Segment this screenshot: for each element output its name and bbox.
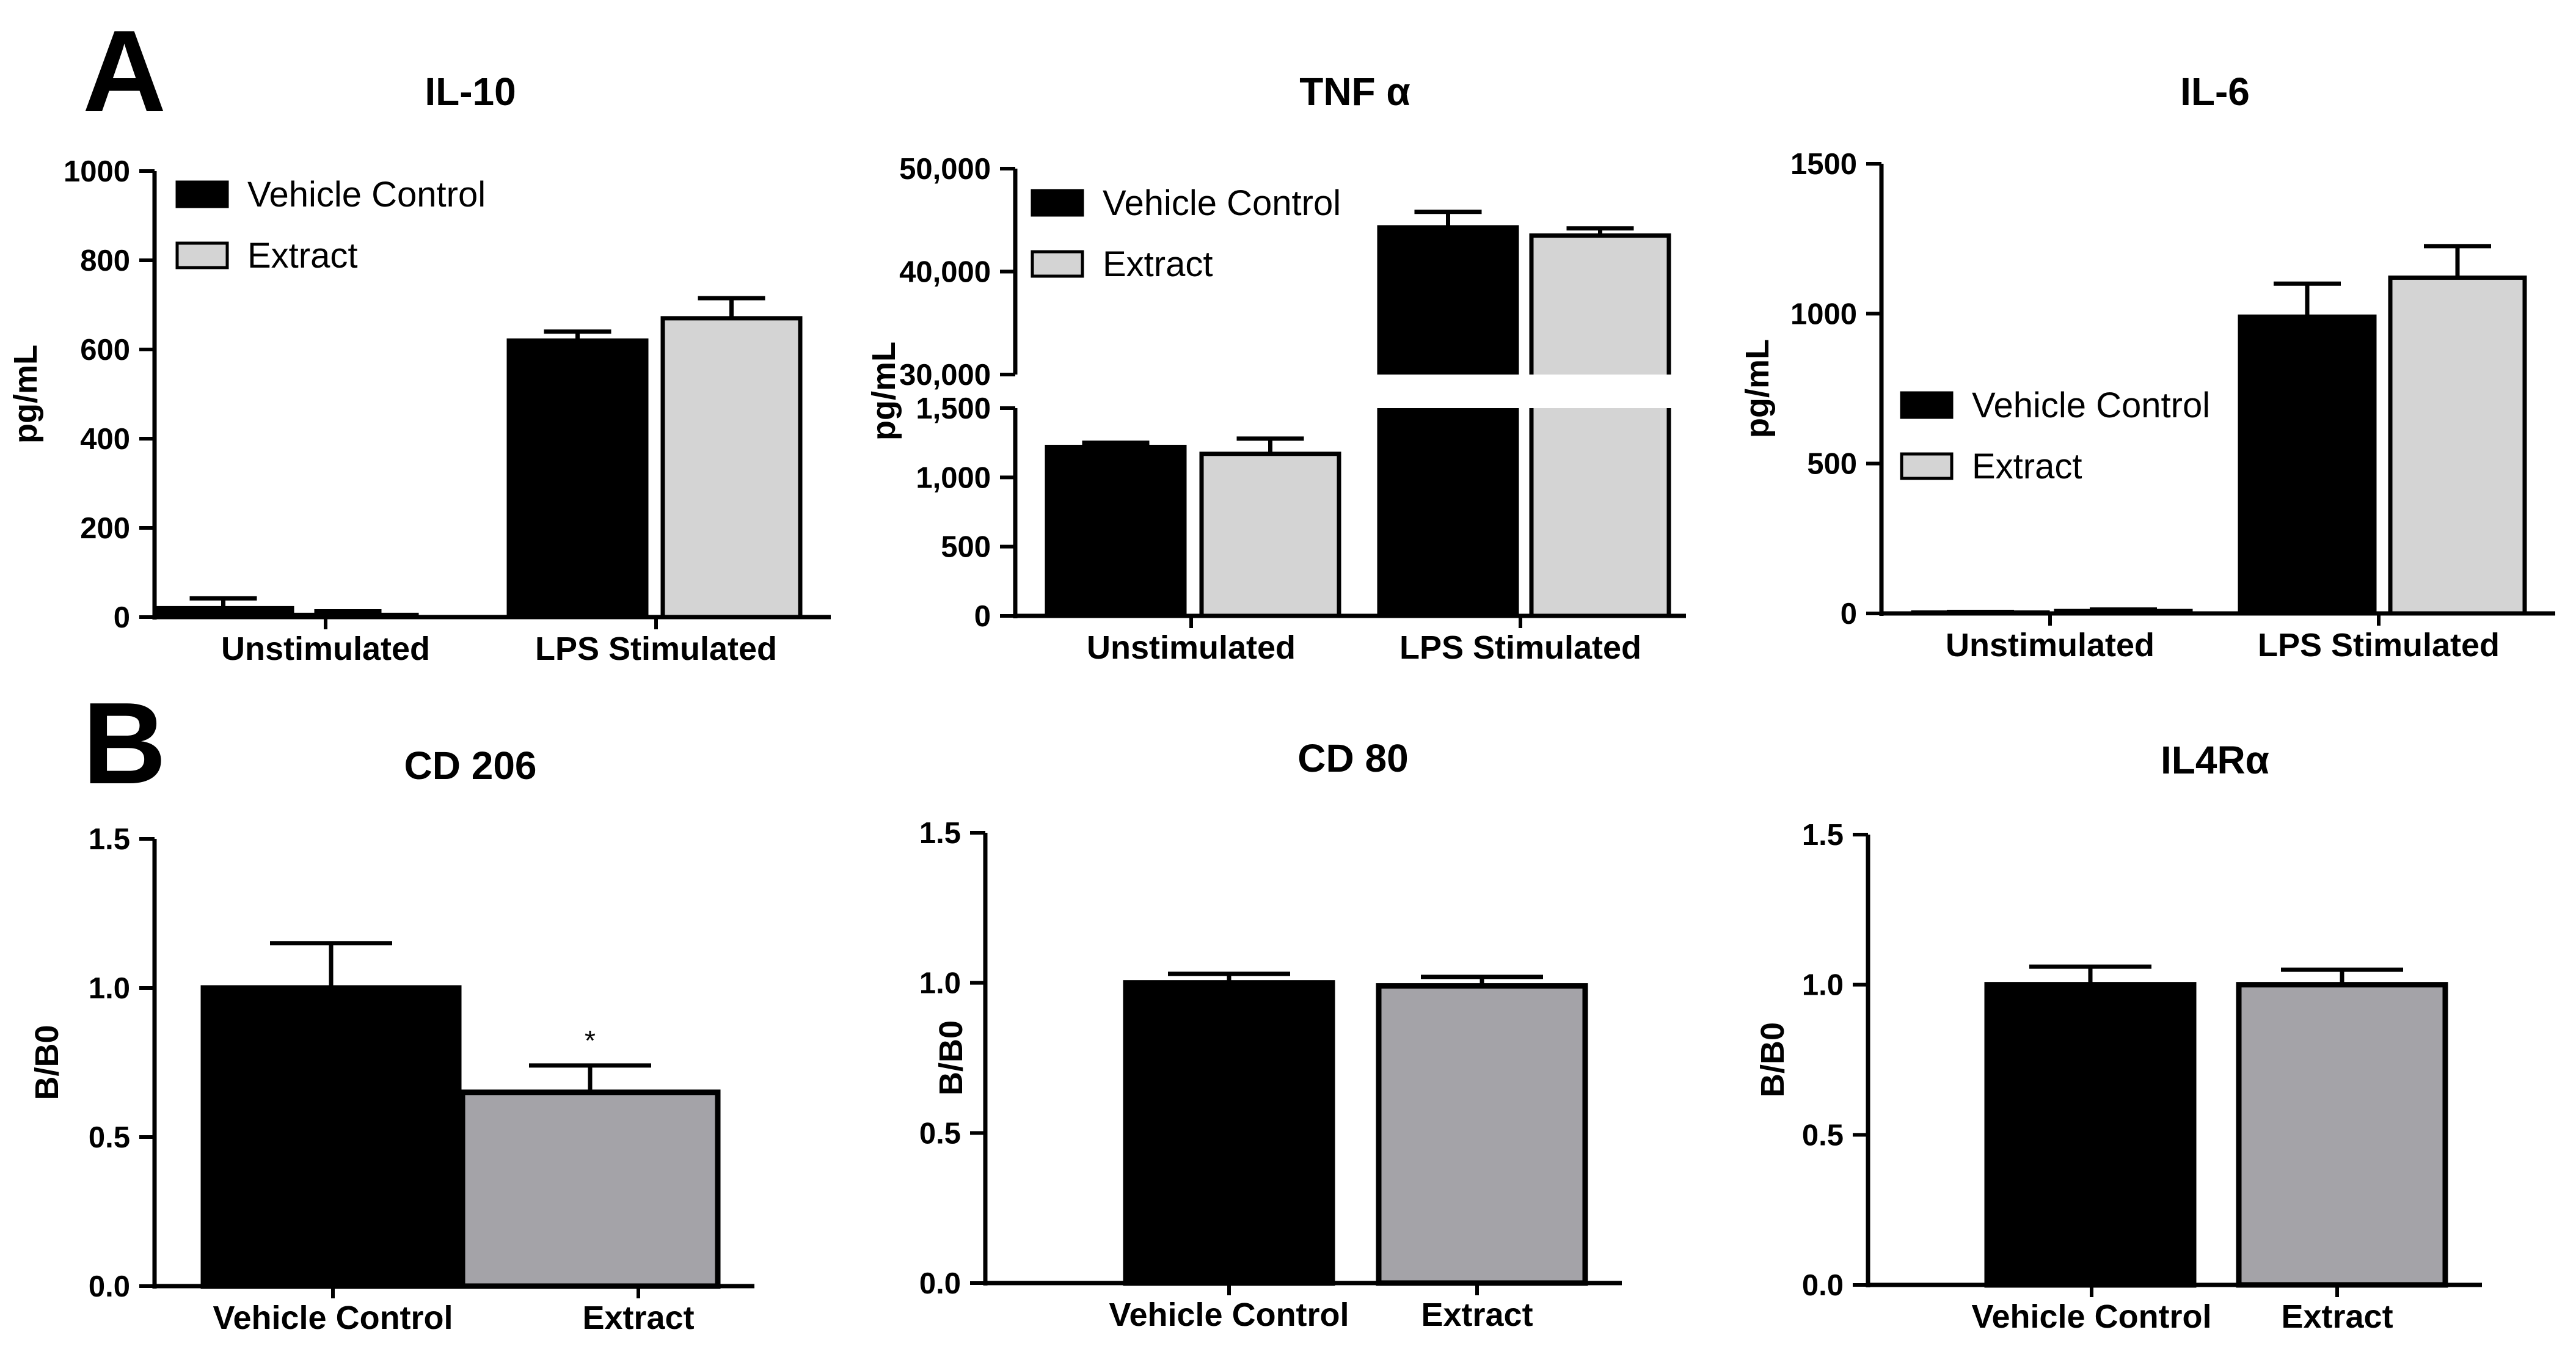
chart-title: TNF α: [1299, 70, 1410, 114]
chart-title: CD 80: [1297, 736, 1408, 780]
chart-cd206: CD 206 B/B0 Vehicle Control * Extract 0.0 0.5 1…: [29, 744, 754, 1336]
category-label: Vehicle Control: [213, 1300, 453, 1336]
y-tick-label: 50,000: [899, 153, 991, 186]
legend-swatch-vehicle: [1031, 189, 1084, 217]
bar-extract-1: [660, 316, 803, 620]
chart-il6: IL-6 pg/mL Unstimulated LPS Stimulated 0 500 1…: [1739, 70, 2555, 664]
bar-vehicle: [200, 985, 462, 1289]
y-tick-label: 400: [80, 423, 130, 456]
panel-label-b: B: [82, 679, 166, 808]
axis-break-gap: [1009, 375, 1681, 408]
chart-title: IL4Rα: [2161, 738, 2269, 782]
category-label: Unstimulated: [1946, 627, 2155, 664]
y-tick-label: 0: [114, 601, 130, 634]
y-axis-label: pg/mL: [7, 345, 44, 444]
y-tick-label: 1,500: [916, 392, 991, 425]
category-label: LPS Stimulated: [535, 631, 777, 667]
chart-cd80: CD 80 B/B0 Vehicle Control Extract 0.0 0.5 1.0…: [919, 736, 1622, 1333]
y-tick-label: 1.0: [1802, 969, 1844, 1002]
bar-extract: [459, 1089, 721, 1289]
chart-tnf-alpha: TNF α pg/mL Unstimulated LPS Stimulated 0 500…: [866, 70, 1686, 666]
legend-swatch-extract: [1900, 452, 1954, 480]
bar-extract: [2236, 982, 2448, 1288]
bar-vehicle-1: [2238, 314, 2377, 616]
category-label: Vehicle Control: [1971, 1298, 2211, 1335]
y-tick-label: 1.0: [919, 967, 961, 1000]
category-label: Vehicle Control: [1109, 1297, 1349, 1333]
y-tick-label: 1.5: [89, 823, 130, 856]
y-axis-label: pg/mL: [866, 342, 902, 441]
legend-swatch-extract: [1031, 250, 1084, 278]
bar-vehicle: [1123, 980, 1335, 1286]
bar-vehicle-1: [506, 338, 649, 620]
y-tick-label: 600: [80, 334, 130, 367]
y-tick-label: 30,000: [899, 359, 991, 392]
bar-extract: [1376, 983, 1588, 1286]
category-label: Unstimulated: [1087, 629, 1296, 666]
category-label: LPS Stimulated: [1399, 629, 1641, 666]
y-tick-label: 0.0: [89, 1270, 130, 1303]
y-axis-label: B/B0: [1754, 1022, 1791, 1097]
y-tick-label: 0.0: [1802, 1269, 1844, 1302]
bar-vehicle-1: [1377, 225, 1519, 618]
y-tick-label: 500: [1807, 448, 1857, 481]
bar-extract-1: [1529, 233, 1671, 618]
bar-extract-0: [1199, 452, 1341, 618]
y-tick-label: 1500: [1790, 148, 1857, 181]
bar-vehicle-0: [1045, 444, 1187, 618]
y-tick-label: 40,000: [899, 256, 991, 289]
y-tick-label: 0: [974, 600, 991, 633]
category-label: Extract: [1421, 1297, 1533, 1333]
chart-title: IL-6: [2180, 70, 2250, 114]
y-axis-label: pg/mL: [1739, 339, 1776, 438]
bar-extract-1: [2388, 275, 2527, 616]
legend-swatch-vehicle: [1900, 391, 1954, 419]
y-tick-label: 1.5: [1802, 819, 1844, 852]
bar-vehicle: [1984, 982, 2197, 1288]
category-label: Extract: [2281, 1298, 2393, 1335]
chart-il4r-alpha: IL4Rα B/B0 Vehicle Control Extract 0.0 0.5 1.0…: [1754, 738, 2482, 1335]
legend-label-extract: Extract: [1972, 447, 2082, 486]
legend-label-extract: Extract: [1103, 244, 1213, 284]
y-tick-label: 1000: [1790, 298, 1857, 331]
y-tick-label: 0.5: [919, 1117, 961, 1150]
y-tick-label: 1.0: [89, 972, 130, 1005]
y-tick-label: 0.5: [1802, 1119, 1844, 1152]
y-tick-label: 500: [941, 531, 991, 564]
chart-title: CD 206: [404, 744, 537, 788]
chart-il10: IL-10 pg/mL Unstimulated LPS Stimulated 0 200…: [7, 70, 831, 667]
legend-swatch-extract: [175, 241, 229, 269]
y-tick-label: 1,000: [916, 461, 991, 494]
y-tick-label: 1.5: [919, 817, 961, 850]
y-tick-label: 800: [80, 244, 130, 277]
y-tick-label: 1000: [64, 155, 130, 188]
y-axis-label: B/B0: [29, 1025, 65, 1100]
legend-label-vehicle: Vehicle Control: [1972, 386, 2210, 425]
y-tick-label: 200: [80, 512, 130, 545]
legend-swatch-vehicle: [175, 180, 229, 208]
significance-marker: *: [585, 1025, 596, 1056]
y-tick-label: 0.0: [919, 1267, 961, 1300]
y-axis-label: B/B0: [933, 1020, 969, 1095]
chart-title: IL-10: [425, 70, 516, 114]
legend-label-vehicle: Vehicle Control: [247, 175, 486, 214]
category-label: Extract: [582, 1300, 694, 1336]
y-tick-label: 0.5: [89, 1121, 130, 1154]
legend-label-extract: Extract: [247, 236, 358, 276]
category-label: LPS Stimulated: [2258, 627, 2500, 664]
y-tick-label: 0: [1841, 598, 1857, 631]
legend-label-vehicle: Vehicle Control: [1103, 183, 1341, 223]
category-label: Unstimulated: [221, 631, 430, 667]
panel-label-a: A: [82, 7, 166, 136]
